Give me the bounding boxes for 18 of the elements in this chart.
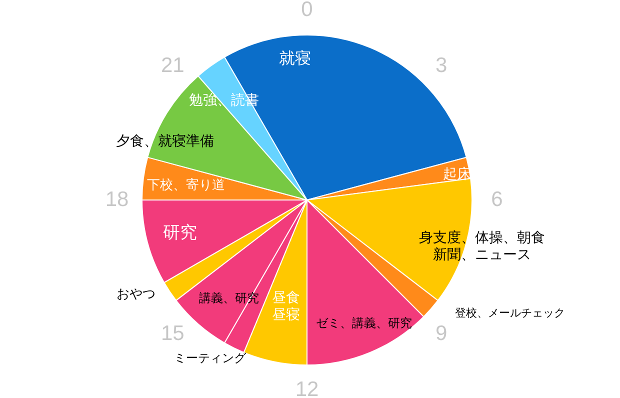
slice-label: ミーティング — [173, 350, 248, 366]
text: 21 — [160, 54, 184, 78]
text: 6 — [491, 188, 503, 212]
slice-label: ゼミ、講義、研究 — [315, 316, 413, 330]
slice-label: おやつ — [116, 287, 156, 303]
text: 0 — [301, 0, 313, 22]
slice-label: 下校、寄り道 — [146, 178, 226, 194]
text: 15 — [160, 322, 184, 346]
slice-label: 研究 — [162, 222, 198, 244]
text: 18 — [105, 188, 129, 212]
slice-label: 夕食、就寝準備 — [115, 134, 215, 150]
slice-label: 就寝 — [278, 48, 312, 68]
text: 3 — [436, 54, 448, 78]
slice-label: 身支度、体操、朝食新聞、ニュース — [418, 230, 546, 264]
text: 9 — [436, 322, 448, 346]
slice-label: 登校、メールチェック — [454, 306, 566, 320]
slice-label: 昼食昼寝 — [271, 290, 301, 324]
text: 12 — [295, 378, 319, 398]
